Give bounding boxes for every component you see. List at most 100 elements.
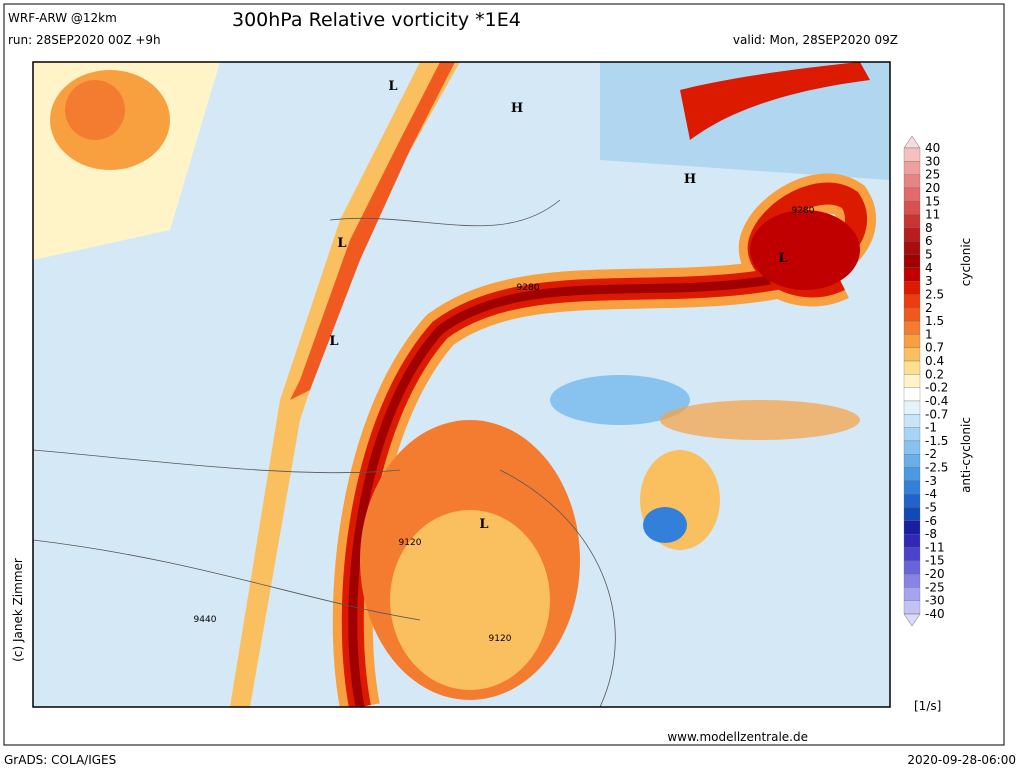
map-labels: H H L L L L L 9280 9280 9120 9120 9440 [194, 79, 815, 644]
colorbar-swatch [903, 533, 921, 548]
colorbar-label: -25 [925, 580, 945, 594]
colorbar-swatch [903, 454, 921, 468]
software: GrADS: COLA/IGES [4, 753, 116, 767]
colorbar-label: -0.4 [925, 394, 948, 408]
colorbar-swatch [903, 573, 921, 588]
contour-label: 9280 [517, 283, 540, 293]
colorbar-label: -5 [925, 500, 937, 514]
unit: [1/s] [914, 699, 941, 713]
colorbar-label: -4 [925, 487, 937, 501]
colorbar-label: -2 [925, 447, 937, 461]
colorbar-swatch [903, 214, 921, 229]
colorbar-swatch [903, 267, 921, 282]
pressure-label: L [388, 79, 397, 94]
credit: (c) Janek Zimmer [11, 558, 25, 662]
pressure-label: L [479, 517, 488, 532]
colorbar-label: -0.2 [925, 381, 948, 395]
colorbar-label: -1.5 [925, 434, 948, 448]
colorbar-label: 1.5 [925, 314, 944, 328]
colorbar-swatch [903, 360, 921, 375]
colorbar-label: 0.4 [925, 354, 944, 368]
pressure-label: L [778, 251, 787, 266]
colorbar-label: 3 [925, 274, 933, 288]
colorbar-swatch [903, 440, 921, 455]
contour-label: 9440 [194, 615, 217, 625]
anticyclonic-label: anti-cyclonic [959, 417, 973, 493]
colorbar-cap [903, 135, 921, 149]
colorbar-swatch [903, 307, 921, 322]
colorbar-swatch [903, 400, 921, 415]
colorbar-swatch [903, 587, 921, 601]
cyclonic-label: cyclonic [959, 238, 973, 287]
colorbar-label: 0.7 [925, 341, 944, 355]
colorbar-swatch [903, 600, 921, 615]
colorbar-label: 30 [925, 154, 940, 168]
map [33, 62, 890, 707]
colorbar-label: -20 [925, 567, 945, 581]
colorbar-label: 2 [925, 301, 933, 315]
contour-label: 9120 [489, 634, 512, 644]
colorbar-label: -30 [925, 594, 945, 608]
pressure-label: L [337, 236, 346, 251]
colorbar-label: -0.7 [925, 407, 948, 421]
colorbar-label: -6 [925, 514, 937, 528]
colorbar-swatch [903, 494, 921, 508]
colorbar-swatch [903, 201, 921, 215]
colorbar-label: 6 [925, 234, 933, 248]
website: www.modellzentrale.de [667, 730, 808, 744]
colorbar-label: 8 [925, 221, 933, 235]
model: WRF-ARW @12km [8, 11, 117, 25]
colorbar-label: -1 [925, 421, 937, 435]
valid: valid: Mon, 28SEP2020 09Z [733, 33, 898, 47]
colorbar-label: -8 [925, 527, 937, 541]
contour-label: 9280 [792, 206, 815, 216]
colorbar-label: -15 [925, 554, 945, 568]
colorbar-swatch [903, 480, 921, 495]
colorbar-label: 11 [925, 208, 940, 222]
title: 300hPa Relative vorticity *1E4 [232, 9, 521, 31]
colorbar-label: 4 [925, 261, 933, 275]
colorbar: 403025201511865432.521.510.70.40.2-0.2-0… [903, 135, 948, 627]
colorbar-label: 40 [925, 141, 940, 155]
colorbar-swatch [903, 467, 921, 482]
colorbar-label: 25 [925, 168, 940, 182]
colorbar-swatch [903, 414, 921, 428]
colorbar-swatch [903, 560, 921, 575]
run: run: 28SEP2020 00Z +9h [8, 33, 161, 47]
colorbar-label: -11 [925, 540, 945, 554]
colorbar-swatch [903, 174, 921, 189]
colorbar-label: 15 [925, 194, 940, 208]
colorbar-swatch [903, 294, 921, 308]
colorbar-swatch [903, 161, 921, 175]
colorbar-swatch [903, 254, 921, 268]
colorbar-label: -2.5 [925, 461, 948, 475]
colorbar-swatch [903, 347, 921, 362]
colorbar-cap [903, 613, 921, 627]
pressure-label: L [329, 334, 338, 349]
colorbar-label: -40 [925, 607, 945, 621]
pressure-label: H [511, 101, 523, 116]
colorbar-label: 1 [925, 327, 933, 341]
colorbar-swatch [903, 320, 921, 335]
colorbar-label: 20 [925, 181, 940, 195]
map-border [32, 61, 891, 708]
colorbar-swatch [903, 147, 921, 162]
colorbar-swatch [903, 520, 921, 535]
colorbar-swatch [903, 427, 921, 442]
colorbar-label: 0.2 [925, 367, 944, 381]
colorbar-swatch [903, 547, 921, 561]
colorbar-swatch [903, 374, 921, 388]
colorbar-swatch [903, 187, 921, 202]
colorbar-swatch [903, 507, 921, 521]
colorbar-swatch [903, 241, 921, 255]
colorbar-swatch [903, 280, 921, 295]
colorbar-swatch [903, 334, 921, 348]
colorbar-swatch [903, 387, 921, 402]
pressure-label: H [684, 172, 696, 187]
colorbar-label: 5 [925, 248, 933, 262]
colorbar-swatch [903, 227, 921, 242]
contour-label: 9120 [399, 538, 422, 548]
frame [3, 3, 1005, 746]
